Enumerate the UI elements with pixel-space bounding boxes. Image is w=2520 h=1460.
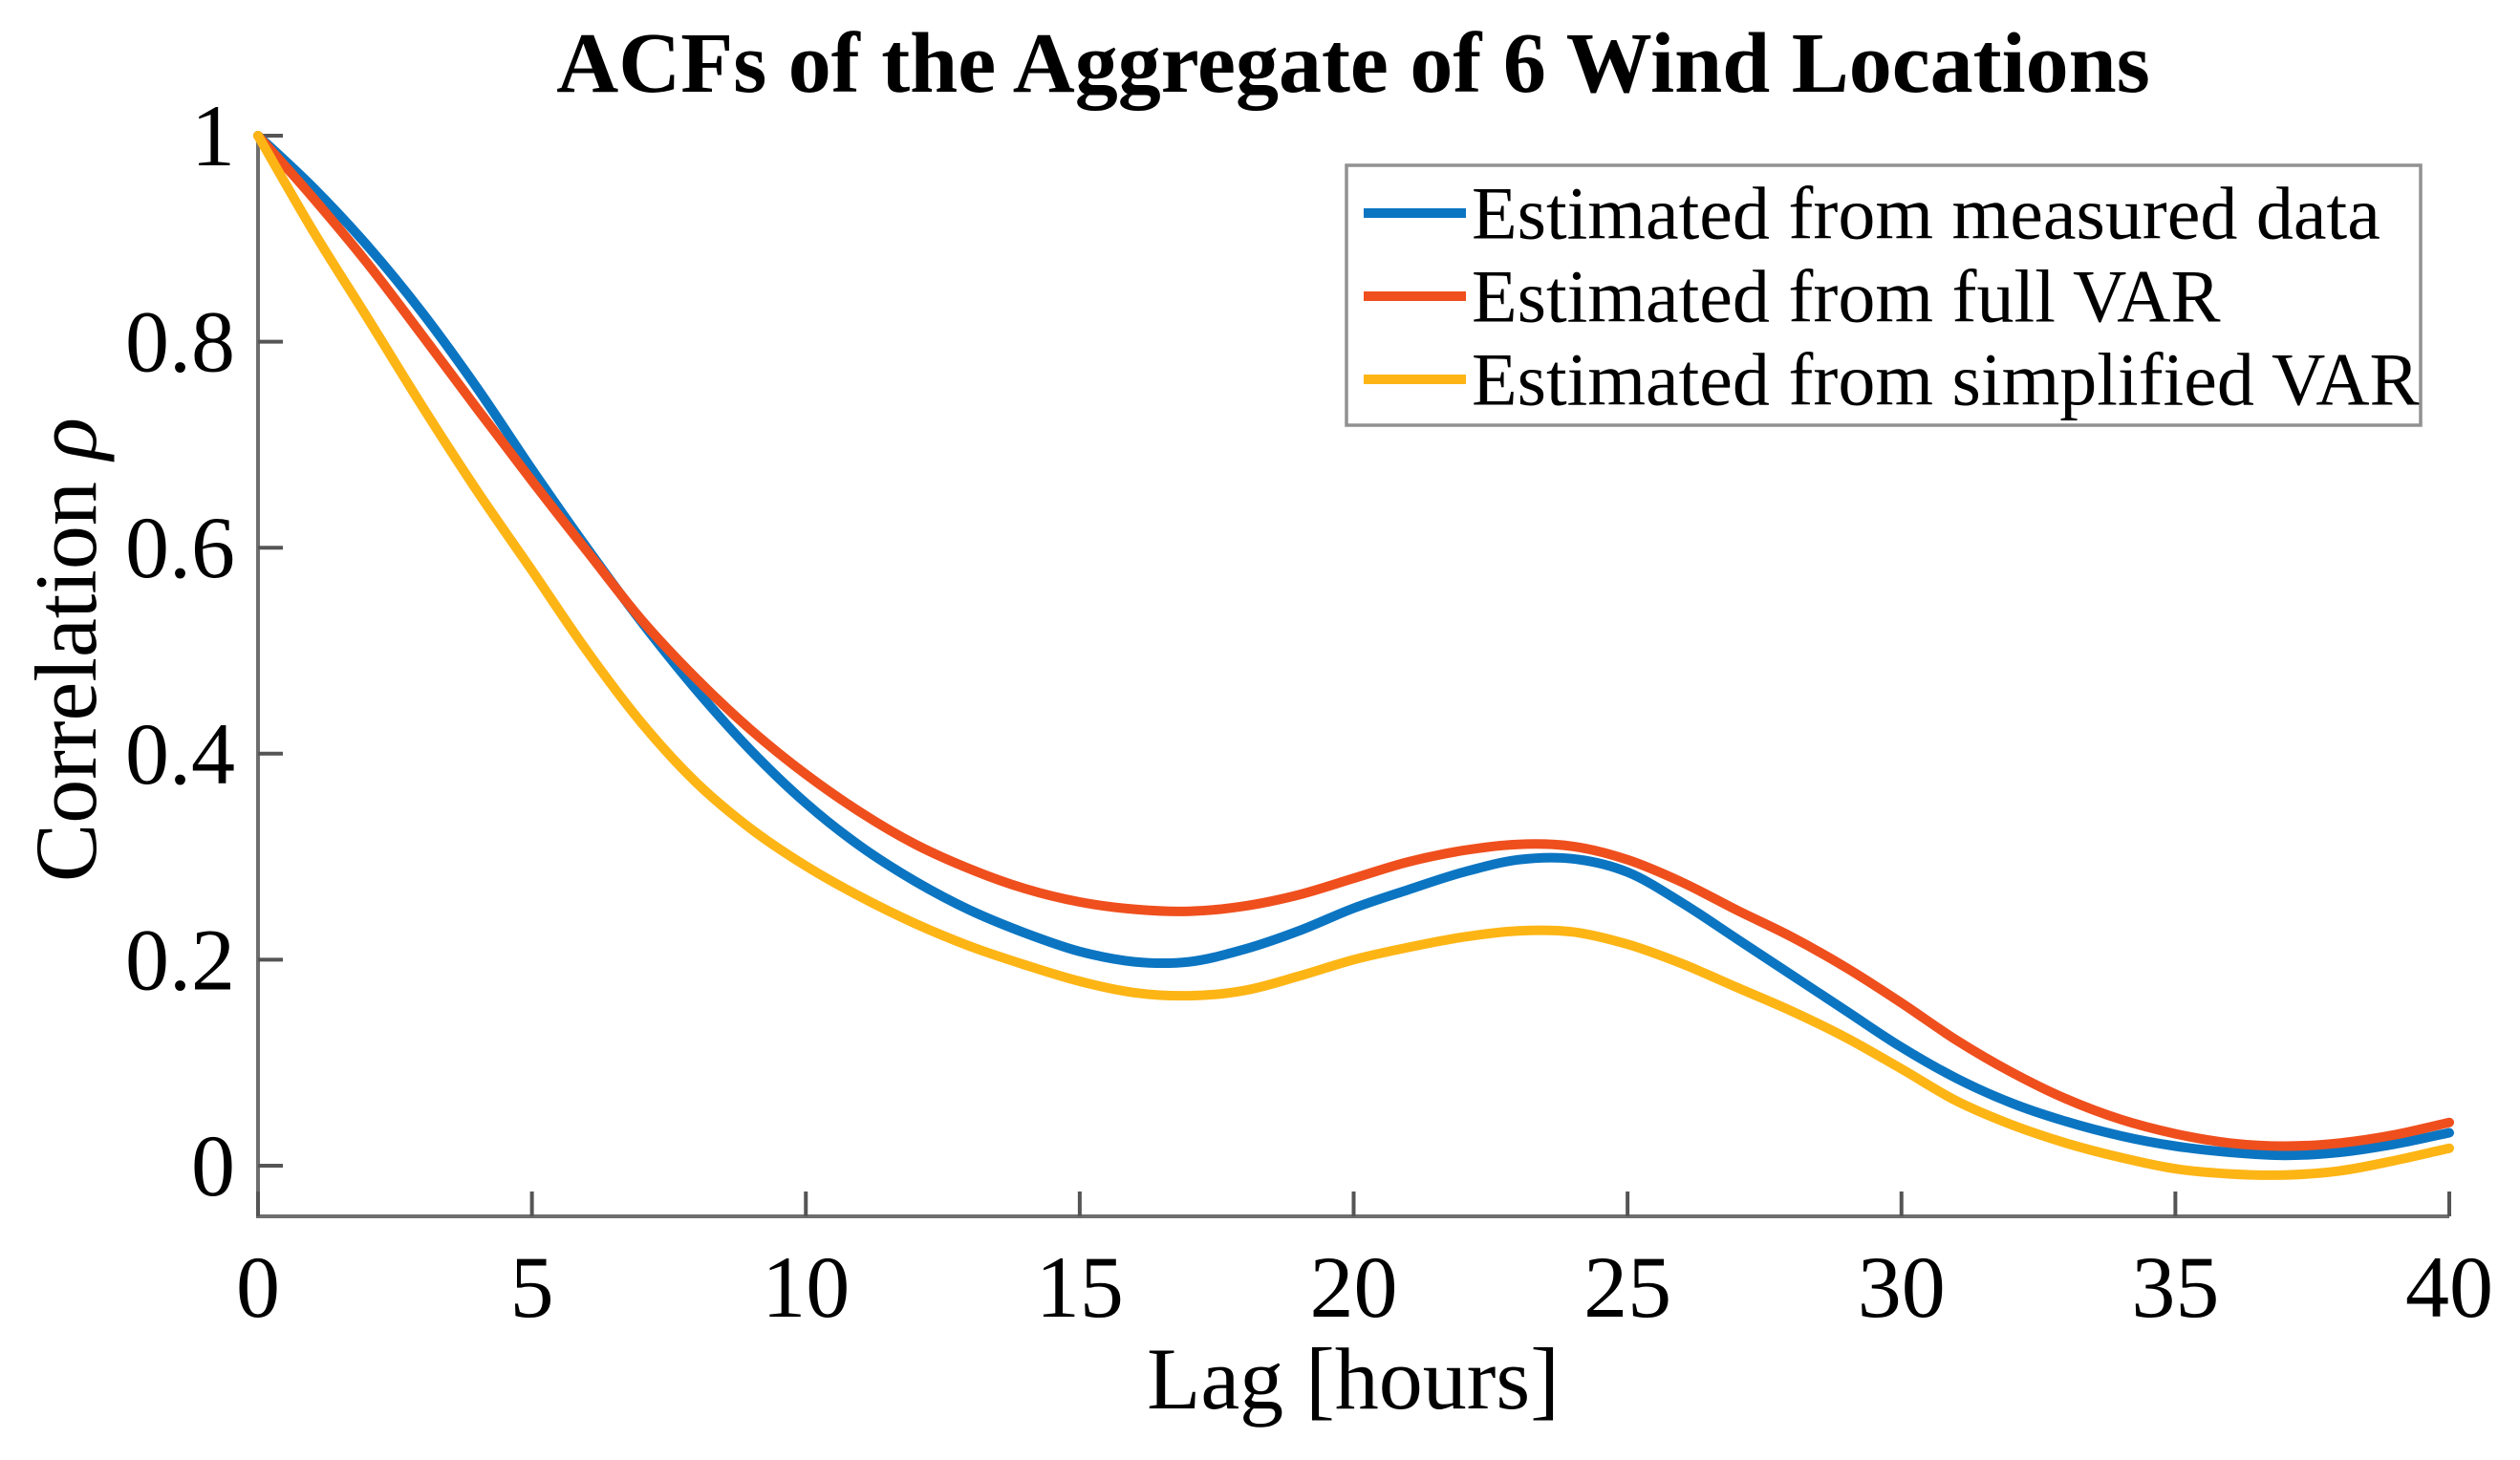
legend-label-simplified-var: Estimated from simplified VAR [1472, 338, 2420, 421]
legend: Estimated from measured data Estimated f… [1345, 163, 2423, 427]
x-tick-label: 35 [2131, 1238, 2219, 1336]
y-tick-label: 0.8 [125, 293, 235, 391]
x-tick-label: 25 [1583, 1238, 1671, 1336]
y-tick-label: 0.2 [125, 911, 235, 1008]
x-tick-label: 30 [1858, 1238, 1946, 1336]
curve-series-1 [253, 131, 2454, 1151]
legend-row-full-var: Estimated from full VAR [1364, 255, 2221, 338]
legend-label-full-var: Estimated from full VAR [1472, 255, 2221, 338]
y-tick-label: 0.6 [125, 499, 235, 596]
legend-label-measured: Estimated from measured data [1472, 172, 2380, 255]
x-tick-label: 0 [236, 1238, 280, 1336]
y-axis-label-text: Correlation [17, 460, 115, 882]
x-tick-label: 10 [762, 1238, 850, 1336]
x-tick-label: 20 [1310, 1238, 1398, 1336]
curve-series-2 [253, 131, 2454, 1180]
data-curves [253, 131, 2454, 1180]
y-tick-label: 0.4 [125, 705, 235, 803]
legend-row-measured: Estimated from measured data [1364, 172, 2380, 255]
tick-marks-and-labels: 0 5 10 15 20 25 30 35 40 0 0.2 0.4 0.6 0.8 1 [125, 87, 2493, 1336]
x-tick-label: 15 [1036, 1238, 1124, 1336]
y-tick-label: 0 [191, 1117, 235, 1214]
x-tick-label: 5 [510, 1238, 554, 1336]
legend-row-simplified-var: Estimated from simplified VAR [1364, 338, 2420, 421]
x-axis-label: Lag [hours] [1147, 1330, 1560, 1428]
legend-box [1345, 163, 2423, 427]
y-axis-label-rho-symbol: ρ [17, 418, 115, 462]
chart-title: ACFs of the Aggregate of 6 Wind Location… [556, 16, 2150, 111]
y-tick-label: 1 [191, 87, 235, 184]
y-axis-label: Correlation ρ [17, 418, 115, 882]
x-tick-label: 40 [2405, 1238, 2493, 1336]
